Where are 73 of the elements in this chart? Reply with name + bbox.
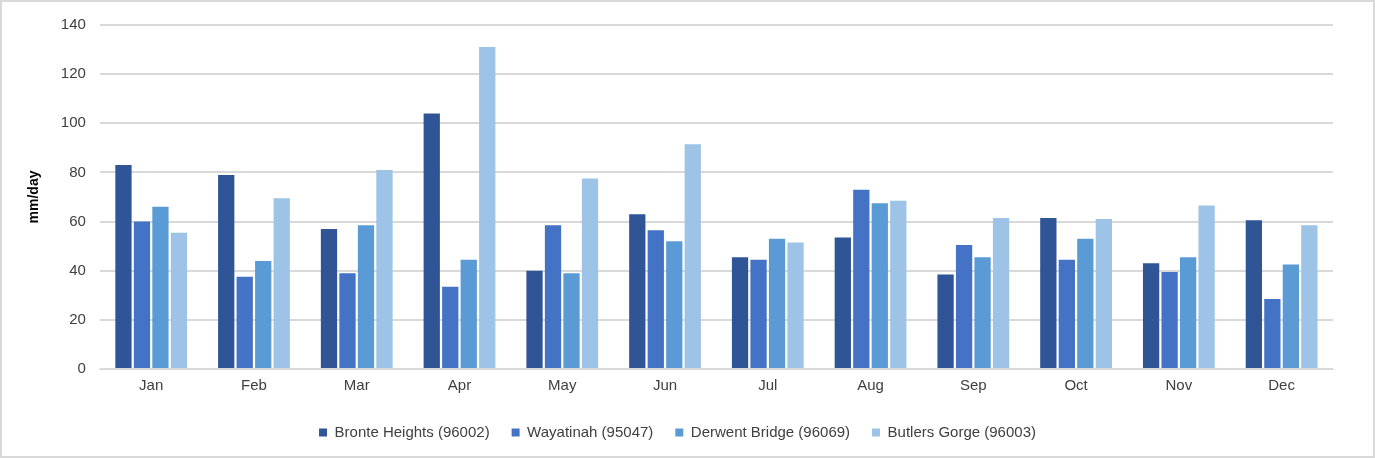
bar [170, 232, 188, 368]
bar [1142, 263, 1160, 368]
x-tick-label: Mar [343, 376, 370, 394]
bar [339, 273, 356, 368]
bar [937, 274, 954, 368]
y-tick-label: 20 [69, 310, 86, 327]
bar [666, 241, 683, 368]
bar [357, 225, 375, 368]
bar [255, 260, 272, 368]
x-tick-label: Oct [1064, 376, 1089, 394]
bar [684, 144, 701, 368]
bar [871, 203, 888, 368]
bar [768, 238, 786, 368]
bar [152, 206, 169, 368]
bar [731, 257, 749, 368]
bar [1058, 259, 1075, 368]
bar [890, 200, 907, 368]
bar [526, 270, 543, 368]
bar [376, 169, 393, 368]
bar [581, 178, 599, 368]
x-tick-label: Jan [139, 376, 164, 394]
x-tick-label: Jun [652, 376, 678, 394]
legend-label: Wayatinah (95047) [527, 422, 654, 440]
y-tick-label: 80 [69, 162, 86, 180]
y-tick-label: 120 [60, 64, 86, 82]
bar [955, 244, 973, 368]
bar [787, 242, 804, 368]
bar [647, 230, 664, 368]
legend-label: Bronte Heights (96002) [334, 422, 490, 440]
x-tick-label: Jul [758, 376, 778, 394]
bar [1301, 225, 1318, 368]
bar [1198, 205, 1215, 368]
bar [1161, 271, 1178, 368]
bar [442, 286, 459, 368]
y-axis-title: mm/day [25, 170, 42, 224]
legend-label: Derwent Bridge (96069) [690, 422, 851, 440]
x-tick-label: May [548, 376, 577, 394]
x-tick-label: Apr [447, 376, 472, 394]
x-tick-label: Dec [1268, 376, 1296, 394]
bar [1245, 220, 1263, 368]
bar [750, 259, 767, 368]
bar [479, 47, 496, 368]
bar [133, 221, 151, 368]
bar [544, 225, 562, 368]
bar [853, 189, 870, 368]
bar [115, 165, 132, 368]
x-tick-label: Sep [959, 376, 987, 394]
x-tick-label: Aug [857, 376, 884, 394]
y-tick-label: 40 [69, 260, 86, 278]
y-tick-label: 0 [77, 359, 86, 377]
legend-label: Butlers Gorge (96003) [887, 422, 1036, 440]
y-tick-label: 140 [60, 15, 86, 33]
x-tick-label: Nov [1165, 376, 1193, 394]
bar [273, 198, 290, 368]
y-tick-label: 60 [69, 211, 86, 229]
y-tick-label: 100 [60, 113, 86, 131]
bar [423, 113, 440, 368]
bar [974, 257, 991, 368]
bar [460, 259, 477, 368]
bar [1077, 238, 1094, 368]
bar [218, 174, 235, 368]
bar [1095, 219, 1112, 368]
x-tick-label: Feb [241, 376, 267, 394]
bar [834, 237, 851, 368]
bar [563, 273, 580, 368]
bar [1264, 298, 1281, 368]
bar [320, 228, 338, 368]
bar [1179, 257, 1197, 368]
bar [1040, 217, 1057, 368]
bar [629, 214, 646, 368]
bar [236, 276, 253, 368]
bar [992, 217, 1010, 368]
bar [1282, 264, 1300, 368]
